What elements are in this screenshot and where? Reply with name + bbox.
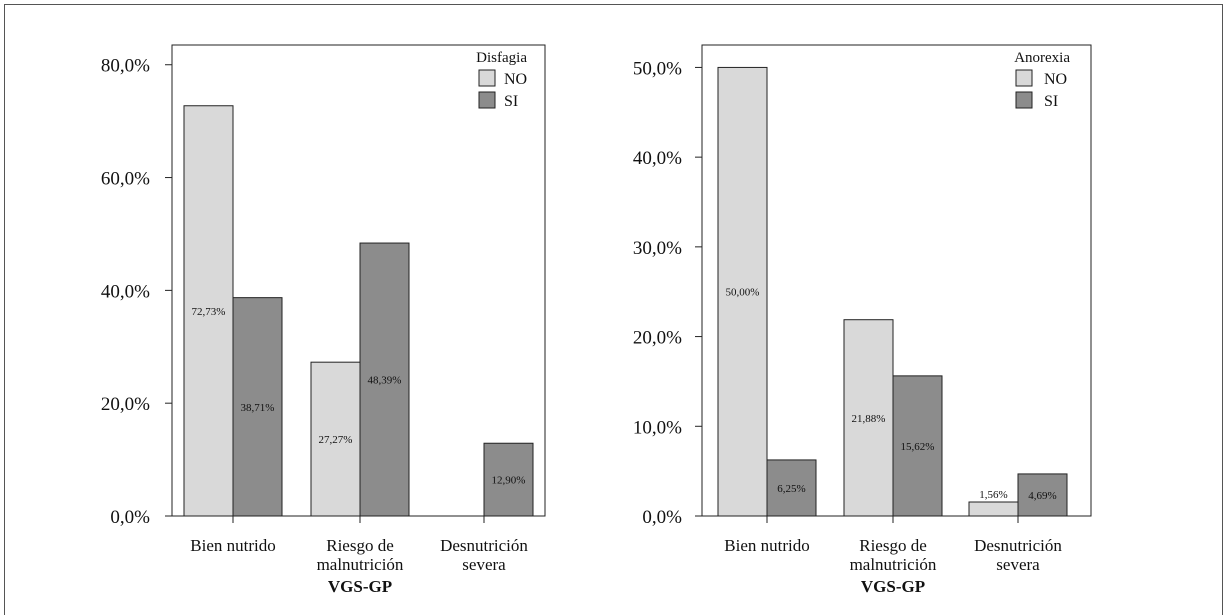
chart-2: 0,0% 10,0% 20,0% 30,0% 40,0% 50,0% Bien nutrid… [633, 44, 1092, 596]
legend-title: Disfagia [476, 50, 527, 66]
y-tick-label: 10,0% [633, 417, 682, 438]
y-tick-label: 40,0% [633, 148, 682, 169]
data-label: 38,71% [241, 402, 275, 414]
y-tick-label: 60,0% [101, 169, 150, 190]
legend-title: Anorexia [1014, 50, 1070, 66]
legend-swatch-no [478, 69, 496, 87]
bar-no [968, 501, 1019, 517]
bar-si [1017, 473, 1068, 517]
y-tick-label: 50,0% [633, 58, 682, 79]
legend-label-no: NO [1044, 71, 1067, 88]
y-tick-label: 0,0% [110, 507, 150, 528]
legend-label-si: SI [504, 93, 518, 110]
chart-1: 0,0% 20,0% 40,0% 60,0% 80,0% Bien nutrido Ries… [101, 44, 546, 596]
data-label: 12,90% [492, 475, 526, 487]
legend-label-si: SI [1044, 93, 1058, 110]
bar-no [717, 66, 768, 517]
category-label: Bien nutrido [724, 536, 809, 555]
x-axis-title: VGS-GP [861, 577, 925, 596]
y-tick-label: 30,0% [633, 238, 682, 259]
bar-si [359, 242, 410, 517]
legend-swatch-si [478, 91, 496, 109]
category-label: malnutrición [850, 555, 937, 574]
data-label: 48,39% [368, 375, 402, 387]
bar-si [483, 442, 534, 517]
data-label: 50,00% [726, 287, 760, 299]
data-label: 4,69% [1028, 490, 1056, 502]
y-tick-label: 40,0% [101, 281, 150, 302]
y-tick-label: 0,0% [642, 507, 682, 528]
data-label: 1,56% [979, 489, 1007, 501]
y-tick-label: 80,0% [101, 56, 150, 77]
category-label: Bien nutrido [190, 536, 275, 555]
bar-no [843, 319, 894, 517]
x-axis-title: VGS-GP [328, 577, 392, 596]
category-label: Desnutrición [974, 536, 1062, 555]
legend-swatch-no [1015, 69, 1033, 87]
category-label: Desnutrición [440, 536, 528, 555]
category-label: severa [462, 555, 506, 574]
y-tick-label: 20,0% [633, 328, 682, 349]
legend-swatch-si [1015, 91, 1033, 109]
category-label: malnutrición [317, 555, 404, 574]
bar-si [892, 375, 943, 517]
legend-label-no: NO [504, 71, 527, 88]
data-label: 27,27% [319, 434, 353, 446]
category-label: Riesgo de [326, 536, 394, 555]
category-label: severa [996, 555, 1040, 574]
bar-si [766, 459, 817, 517]
category-label: Riesgo de [859, 536, 927, 555]
bar-si [232, 297, 283, 517]
data-label: 21,88% [852, 413, 886, 425]
data-label: 6,25% [777, 483, 805, 495]
data-label: 72,73% [192, 306, 226, 318]
figure-frame [4, 4, 1223, 615]
data-label: 15,62% [901, 441, 935, 453]
y-tick-label: 20,0% [101, 394, 150, 415]
